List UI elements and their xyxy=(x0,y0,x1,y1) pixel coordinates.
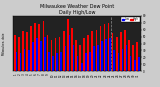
Bar xyxy=(118,53,119,71)
Bar xyxy=(112,33,113,71)
Bar xyxy=(30,26,32,71)
Bar xyxy=(56,53,58,71)
Bar xyxy=(108,23,109,71)
Bar xyxy=(43,21,44,71)
Bar xyxy=(116,37,118,71)
Bar xyxy=(100,26,101,71)
Bar xyxy=(60,52,62,71)
Bar xyxy=(67,19,69,71)
Bar xyxy=(71,28,73,71)
Bar xyxy=(120,32,122,71)
Bar xyxy=(34,23,36,71)
Bar xyxy=(73,45,74,71)
Legend: Low, High: Low, High xyxy=(121,17,140,22)
Bar xyxy=(128,40,130,71)
Bar xyxy=(134,60,136,71)
Bar xyxy=(52,56,54,71)
Bar xyxy=(14,35,16,71)
Title: Milwaukee Weather Dew Point
Daily High/Low: Milwaukee Weather Dew Point Daily High/L… xyxy=(40,4,114,15)
Bar xyxy=(22,31,24,71)
Bar xyxy=(85,53,87,71)
Bar xyxy=(18,37,20,71)
Bar xyxy=(48,52,50,71)
Bar xyxy=(97,45,99,71)
Bar xyxy=(104,24,105,71)
Bar xyxy=(36,38,38,71)
Bar xyxy=(40,41,42,71)
Bar xyxy=(51,40,52,71)
Bar xyxy=(16,52,17,71)
Bar xyxy=(81,63,83,71)
Bar xyxy=(63,31,65,71)
Bar xyxy=(138,57,140,71)
Bar xyxy=(132,45,134,71)
Bar xyxy=(101,41,103,71)
Bar xyxy=(113,50,115,71)
Bar xyxy=(20,53,21,71)
Text: Milwaukee, date: Milwaukee, date xyxy=(2,32,6,55)
Bar xyxy=(32,42,34,71)
Bar xyxy=(105,39,107,71)
Bar xyxy=(26,32,28,71)
Bar xyxy=(130,56,131,71)
Bar xyxy=(136,42,138,71)
Bar xyxy=(47,35,48,71)
Bar xyxy=(79,45,81,71)
Bar xyxy=(39,24,40,71)
Bar xyxy=(59,37,60,71)
Bar xyxy=(44,37,46,71)
Bar xyxy=(92,31,93,71)
Bar xyxy=(109,38,111,71)
Bar xyxy=(87,35,89,71)
Bar xyxy=(65,46,66,71)
Bar xyxy=(24,49,25,71)
Bar xyxy=(69,35,70,71)
Bar xyxy=(122,49,123,71)
Bar xyxy=(28,50,29,71)
Bar xyxy=(83,38,85,71)
Bar xyxy=(89,52,91,71)
Bar xyxy=(75,40,77,71)
Bar xyxy=(96,30,97,71)
Bar xyxy=(55,38,56,71)
Bar xyxy=(126,45,127,71)
Bar xyxy=(77,56,78,71)
Bar xyxy=(124,30,126,71)
Bar xyxy=(93,46,95,71)
